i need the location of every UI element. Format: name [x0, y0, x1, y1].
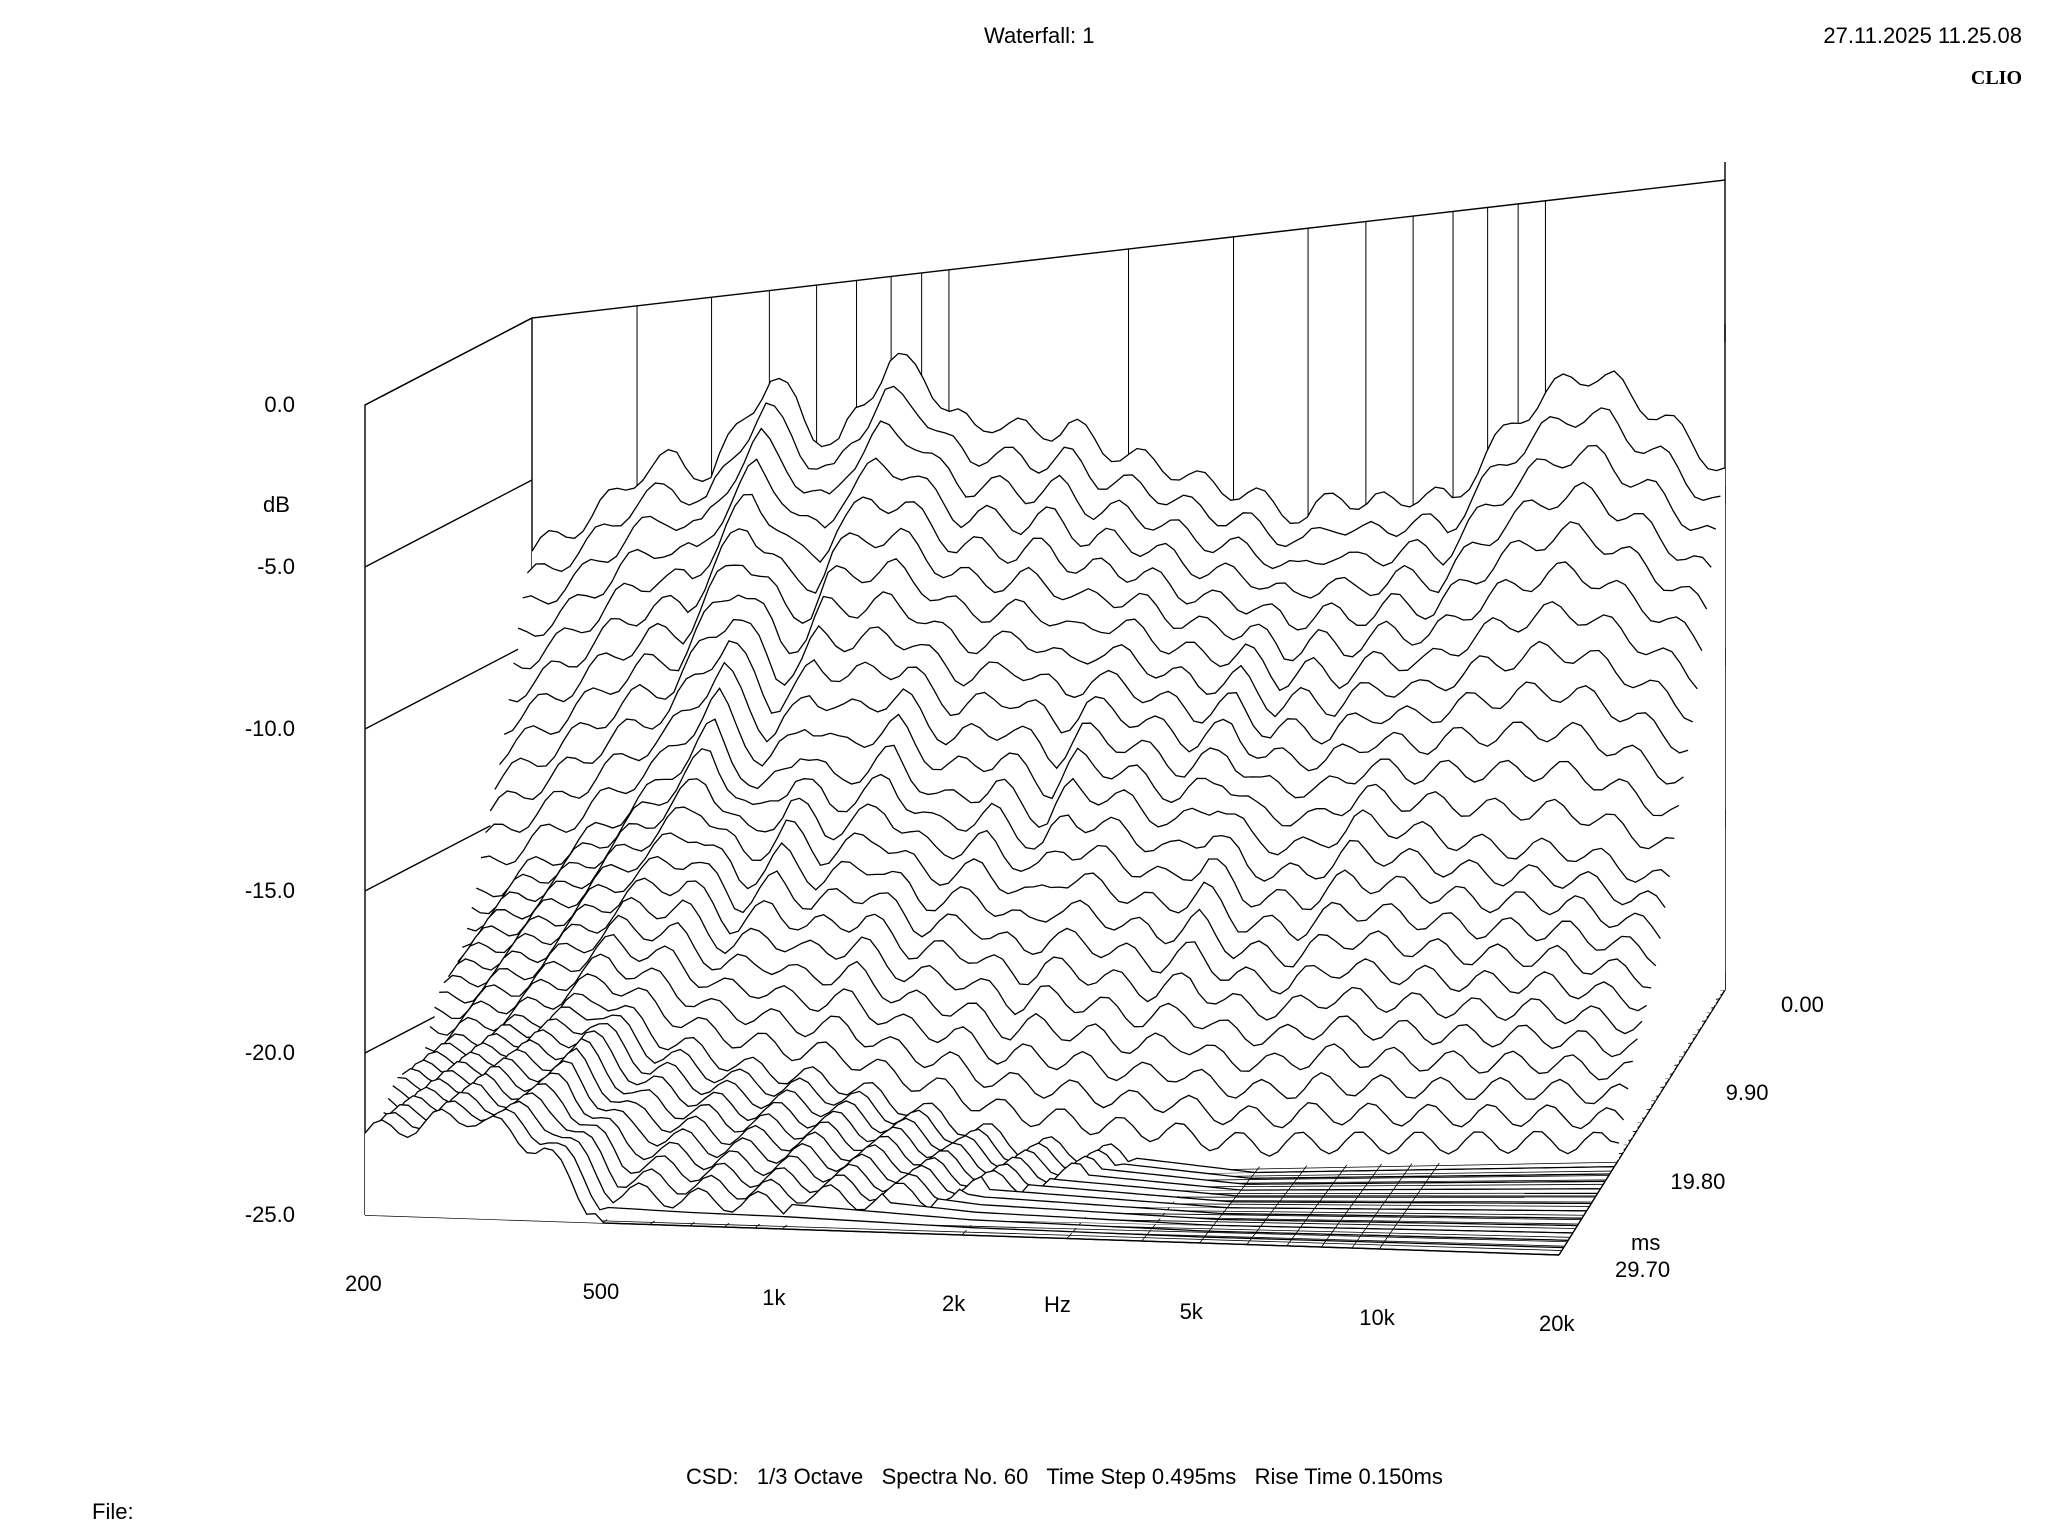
spectrum-curve [429, 953, 1625, 1130]
spectrum-curve [503, 558, 1698, 735]
y-tick-label: -20.0 [244, 1040, 295, 1065]
spectrum-curve [392, 1057, 1587, 1212]
spectrum-curve [526, 385, 1721, 574]
time-tick-label: 19.80 [1670, 1168, 1726, 1194]
file-label: File: [92, 1499, 134, 1524]
spectrum-curve [466, 778, 1661, 939]
spectrum-curve [476, 718, 1671, 898]
time-tick-label: 0.00 [1781, 992, 1824, 1017]
spectrum-curve [508, 527, 1703, 703]
left-wall-db-line [364, 479, 533, 568]
time-tick-label: 9.90 [1725, 1080, 1769, 1106]
spectrum-curve [434, 933, 1629, 1105]
spectrum-curve [489, 640, 1684, 812]
spectrum-curve [513, 493, 1708, 670]
spectrum-curve [531, 352, 1726, 552]
timestamp: 27.11.2025 11.25.08 [1823, 23, 2022, 48]
spectrum-curve [517, 457, 1712, 637]
spectrum-fill [365, 1109, 1559, 1255]
y-tick-label: -10.0 [244, 716, 295, 741]
spectrum-curve [387, 1065, 1583, 1219]
spectrum-curve [471, 748, 1666, 915]
spectrum-curve [522, 420, 1717, 605]
x-tick-label: 5k [1179, 1298, 1203, 1324]
x-tick-label: 10k [1359, 1304, 1395, 1330]
spectrum-curve [439, 914, 1633, 1081]
spectrum-curve [369, 1100, 1564, 1249]
spectrum-curve [373, 1091, 1569, 1241]
spectrum-curve [457, 832, 1652, 989]
time-tick-label: 29.70 [1615, 1257, 1671, 1282]
spectrum-curve [485, 661, 1680, 834]
x-tick-label: 20k [1539, 1311, 1575, 1336]
chart-title: Waterfall: 1 [984, 23, 1095, 48]
y-tick-label: -25.0 [244, 1202, 295, 1227]
spectrum-curve [498, 591, 1693, 766]
spectrum-curve [397, 1047, 1592, 1205]
spectrum-curve [480, 687, 1675, 866]
y-tick-label: -5.0 [257, 554, 295, 579]
spectrum-curve [462, 806, 1657, 967]
y-tick-label: 0.0 [264, 392, 295, 417]
spectrum-curve [364, 1108, 1560, 1256]
spectrum-curve [425, 973, 1620, 1157]
spectra-curves [364, 352, 1726, 1256]
x-tick-label: 1k [762, 1284, 786, 1310]
left-wall-db-line [364, 317, 533, 406]
spectrum-curve [447, 877, 1643, 1035]
spectrum-curve [401, 1037, 1596, 1197]
spectrum-curve [383, 1072, 1578, 1227]
spectrum-curve [443, 896, 1638, 1058]
spectrum-curve [452, 855, 1647, 1012]
x-tick-label: 200 [345, 1271, 382, 1296]
x-tick-label: 500 [582, 1278, 620, 1304]
csd-settings: CSD: 1/3 Octave Spectra No. 60 Time Step… [686, 1464, 1443, 1489]
spectrum-curve [494, 618, 1689, 790]
spectrum-fill [378, 1082, 1573, 1233]
x-axis-label: Hz [1044, 1292, 1071, 1317]
left-wall-db-line [364, 641, 533, 730]
brand-logo-text: CLIO [1970, 67, 2022, 89]
y-tick-label: -15.0 [244, 878, 295, 903]
x-tick-label: 2k [942, 1291, 966, 1316]
time-axis-label: ms [1631, 1230, 1661, 1255]
spectrum-curve [378, 1082, 1573, 1234]
spectrum-fill [383, 1073, 1578, 1226]
y-axis-label: dB [263, 492, 290, 517]
